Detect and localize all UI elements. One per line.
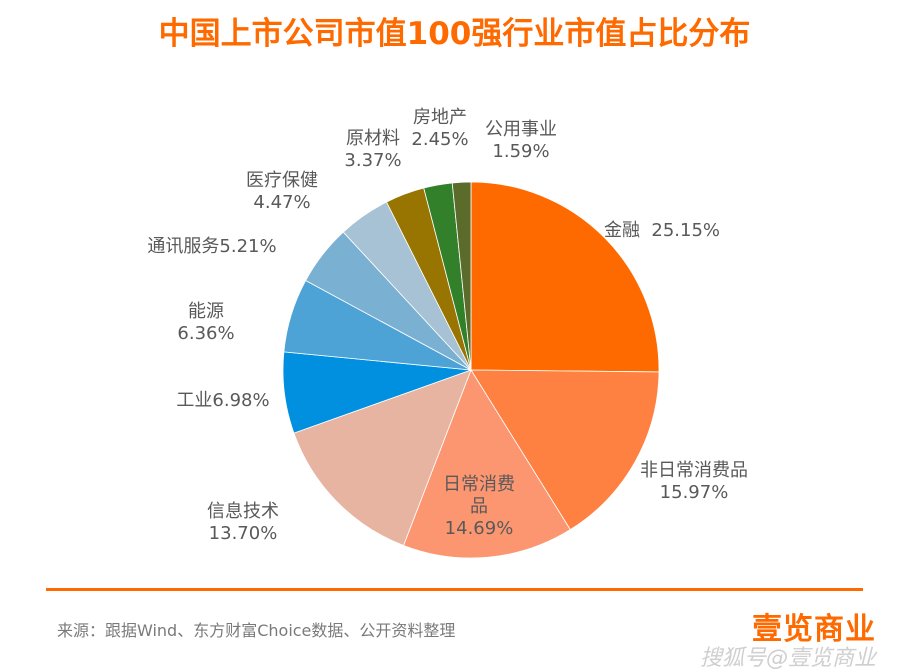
slice-label: 日常消费 品 14.69% (443, 474, 515, 539)
chart-title: 中国上市公司市值100强行业市值占比分布 (158, 16, 751, 52)
pie-slice-1 (470, 369, 660, 531)
divider (46, 588, 863, 591)
slice-label: 信息技术 13.70% (207, 501, 279, 544)
pie-slice-0 (470, 181, 660, 373)
slice-label: 非日常消费品 15.97% (640, 460, 748, 503)
slice-label: 医疗保健 4.47% (246, 170, 318, 213)
slice-label: 能源 6.36% (177, 301, 235, 344)
source-note: 来源：跟据Wind、东方财富Choice数据、公开资料整理 (57, 621, 456, 640)
slice-label: 房地产 2.45% (411, 107, 469, 150)
slice-label: 公用事业 1.59% (485, 119, 557, 162)
slice-label: 工业6.98% (176, 390, 270, 411)
watermark: 搜狐号@壹览商业 (700, 646, 877, 671)
slice-label: 原材料 3.37% (344, 128, 402, 171)
pie-slice-10 (451, 181, 472, 371)
pie-slice-3 (293, 369, 472, 546)
slice-label: 金融 25.15% (603, 220, 721, 241)
brand-logo: 壹览商业 (752, 612, 876, 647)
slice-label: 通讯服务5.21% (147, 236, 277, 257)
pie-slice-2 (402, 369, 571, 559)
